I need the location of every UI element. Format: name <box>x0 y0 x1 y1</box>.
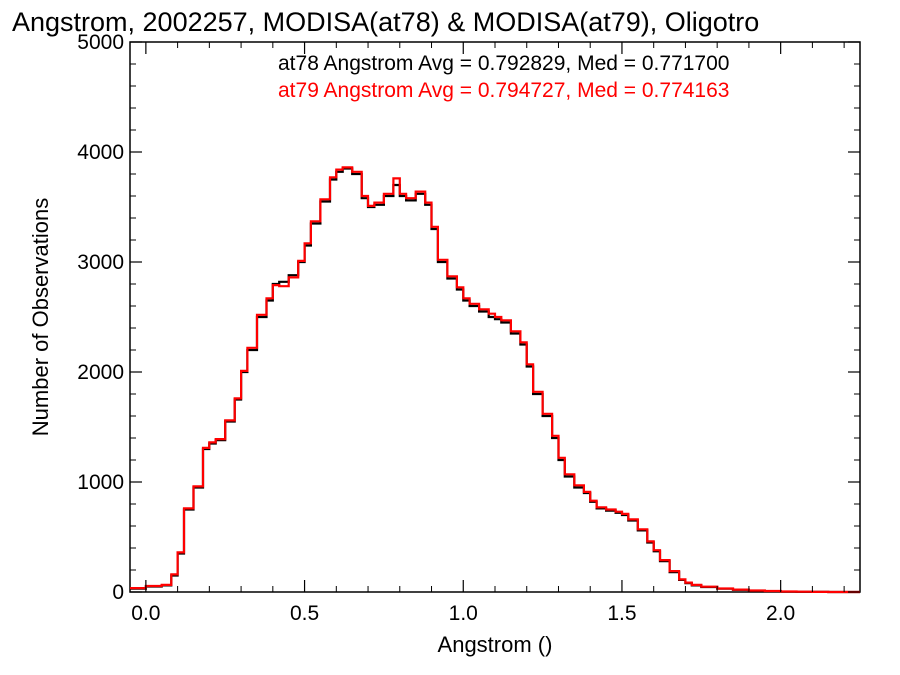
at78-stats-annotation: at78 Angstrom Avg = 0.792829, Med = 0.77… <box>278 52 729 75</box>
x-tick-label: 0.0 <box>131 602 160 625</box>
x-tick-label: 1.0 <box>449 602 478 625</box>
x-axis-label: Angstrom () <box>438 632 553 657</box>
y-axis-label: Number of Observations <box>28 198 53 436</box>
y-tick-label: 4000 <box>77 141 124 164</box>
y-tick-label: 5000 <box>77 31 124 54</box>
series-layer <box>130 166 860 594</box>
y-tick-label: 0 <box>112 581 124 604</box>
series-at79-line <box>130 166 860 594</box>
ticks-layer: 0.0 0.5 1.0 1.5 2.0 0 1000 2000 3000 4000 5000 <box>77 31 860 625</box>
annotation-group: at78 Angstrom Avg = 0.792829, Med = 0.77… <box>278 52 729 102</box>
chart-title: Angstrom, 2002257, MODISA(at78) & MODISA… <box>12 7 759 37</box>
y-tick-label: 3000 <box>77 251 124 274</box>
y-tick-label: 2000 <box>77 361 124 384</box>
x-tick-label: 0.5 <box>290 602 319 625</box>
x-tick-label: 2.0 <box>766 602 795 625</box>
y-tick-label: 1000 <box>77 471 124 494</box>
at79-stats-annotation: at79 Angstrom Avg = 0.794727, Med = 0.77… <box>278 79 729 102</box>
x-tick-label: 1.5 <box>607 602 636 625</box>
series-at78-line <box>130 167 860 594</box>
